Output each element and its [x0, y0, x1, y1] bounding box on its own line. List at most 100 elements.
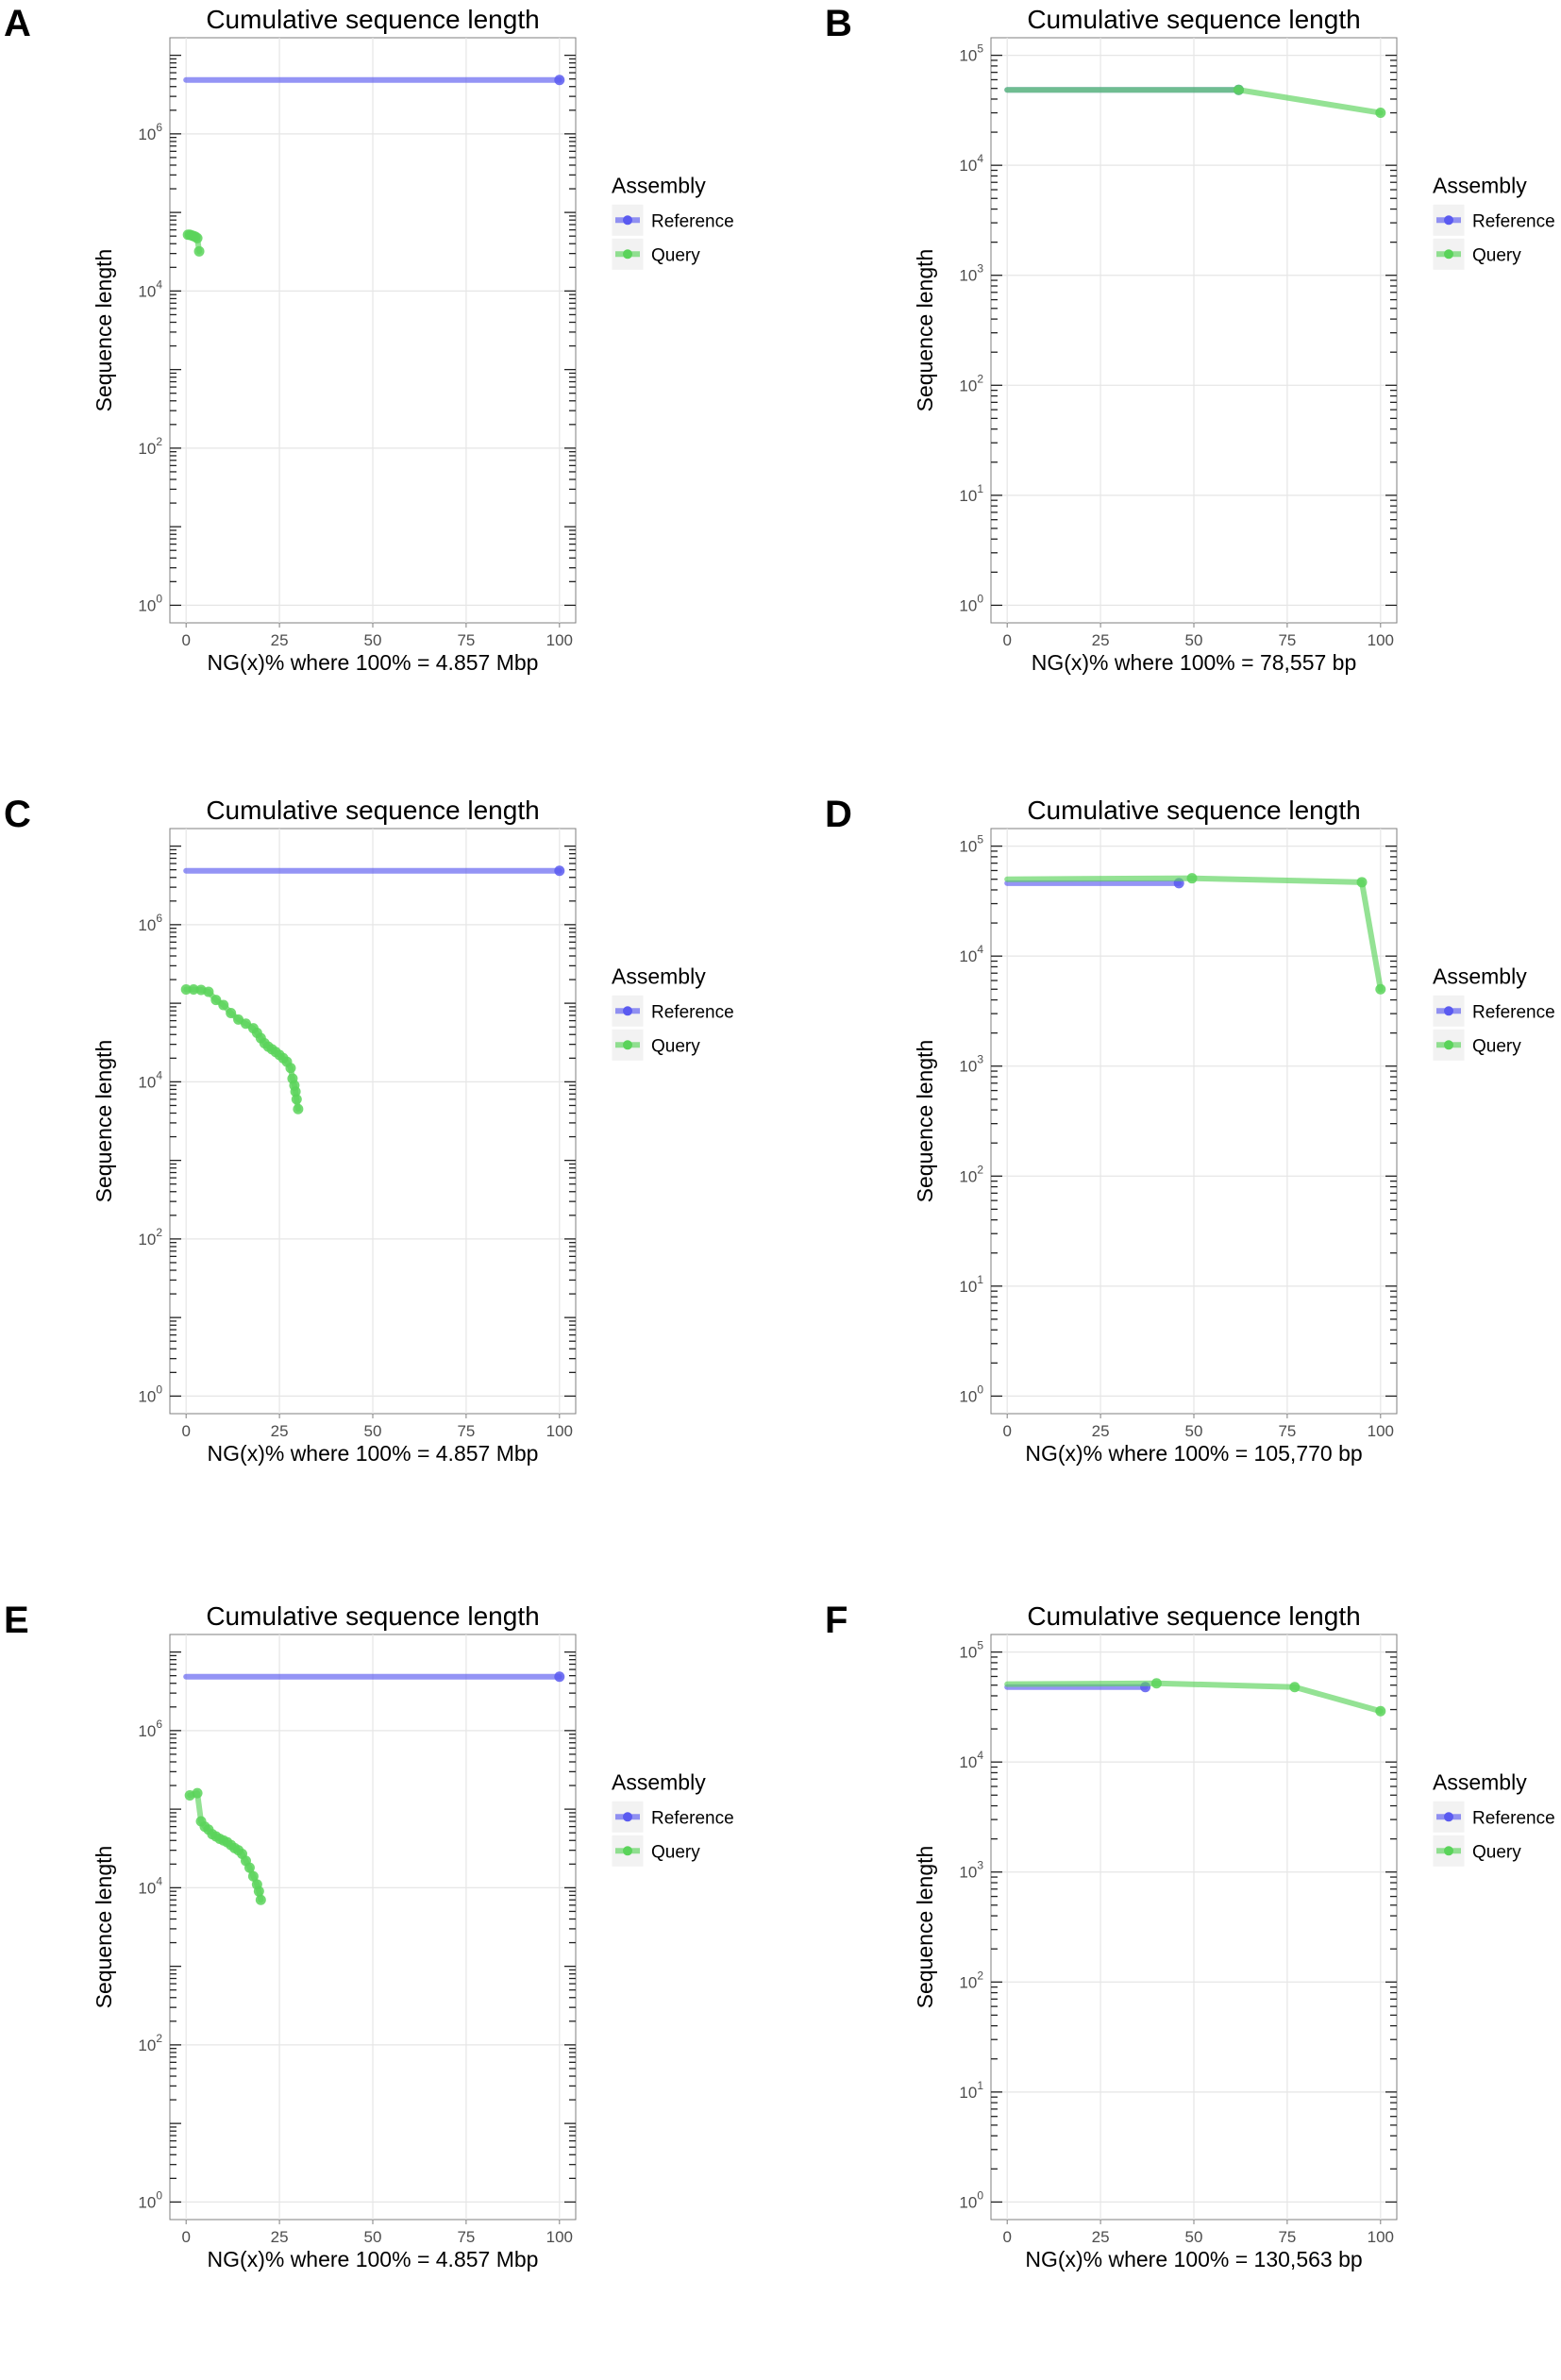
y-tick-exponent: 5 [977, 1639, 983, 1652]
data-point-query [293, 1103, 304, 1115]
y-tick-label: 100 [959, 2188, 983, 2211]
y-tick-exponent: 4 [156, 1874, 162, 1887]
legend-label-reference: Reference [651, 1002, 734, 1022]
y-tick-base: 10 [959, 377, 977, 394]
y-tick-exponent: 6 [156, 121, 162, 134]
y-tick-exponent: 2 [156, 1226, 162, 1239]
y-tick-label: 100 [959, 592, 983, 614]
y-tick-base: 10 [959, 1387, 977, 1405]
y-tick-exponent: 0 [977, 592, 983, 605]
x-tick-label: 100 [1368, 631, 1394, 649]
y-tick-label: 102 [138, 435, 162, 458]
y-tick-exponent: 6 [156, 912, 162, 925]
legend-title: Assembly [1433, 173, 1527, 197]
x-tick-label: 25 [1092, 1422, 1110, 1440]
y-tick-base: 10 [959, 267, 977, 285]
y-tick-base: 10 [138, 1231, 156, 1249]
y-tick-label: 104 [138, 1068, 162, 1091]
x-tick-label: 50 [364, 631, 382, 649]
panel-label: C [4, 794, 31, 835]
data-point-query [218, 999, 229, 1011]
y-tick-exponent: 0 [156, 2188, 162, 2202]
x-tick-label: 100 [1368, 1422, 1394, 1440]
y-tick-label: 104 [959, 1749, 983, 1771]
x-axis-title: NG(x)% where 100% = 4.857 Mbp [208, 2247, 539, 2271]
panel-label: F [825, 1600, 848, 1641]
data-point-query [291, 1094, 302, 1105]
x-tick-label: 0 [1002, 1422, 1011, 1440]
x-tick-label: 50 [1185, 2228, 1203, 2246]
y-tick-label: 105 [959, 1639, 983, 1662]
x-axis-title: NG(x)% where 100% = 130,563 bp [1025, 2247, 1362, 2271]
x-tick-label: 75 [1278, 1422, 1296, 1440]
y-tick-base: 10 [138, 916, 156, 934]
figure: A Cumulative sequence length 0 25 50 75 100 100… [4, 0, 1561, 2271]
panel-label: D [825, 794, 852, 835]
legend-label-query: Query [1472, 245, 1521, 265]
x-tick-label: 50 [1185, 631, 1203, 649]
data-point-query [1375, 983, 1386, 995]
legend-label-reference: Reference [1472, 1002, 1555, 1022]
data-point-query [192, 1787, 203, 1799]
data-point-query [1186, 873, 1198, 884]
y-tick-base: 10 [138, 282, 156, 300]
data-point-query [1233, 84, 1244, 95]
x-tick-label: 50 [364, 2228, 382, 2246]
y-tick-base: 10 [959, 1058, 977, 1076]
y-axis-title: Sequence length [913, 1040, 937, 1203]
x-tick-label: 100 [546, 2228, 573, 2246]
x-tick-label: 75 [457, 631, 475, 649]
y-tick-base: 10 [138, 1879, 156, 1897]
x-tick-label: 0 [1002, 2228, 1011, 2246]
legend-label-query: Query [651, 245, 700, 265]
y-tick-exponent: 5 [977, 833, 983, 846]
y-tick-exponent: 4 [156, 277, 162, 291]
y-tick-exponent: 5 [977, 42, 983, 56]
y-tick-exponent: 2 [977, 1969, 983, 1982]
data-point-query [226, 1008, 237, 1019]
y-tick-base: 10 [959, 1864, 977, 1882]
legend-label-reference: Reference [651, 1808, 734, 1828]
y-tick-base: 10 [959, 838, 977, 856]
chart-title: Cumulative sequence length [206, 5, 539, 34]
y-tick-label: 104 [959, 152, 983, 175]
y-tick-exponent: 0 [977, 2188, 983, 2202]
legend-title: Assembly [1433, 964, 1527, 988]
y-tick-base: 10 [959, 2084, 977, 2102]
y-tick-base: 10 [959, 47, 977, 65]
y-tick-label: 106 [138, 121, 162, 143]
y-tick-label: 102 [138, 1226, 162, 1249]
y-tick-exponent: 2 [156, 435, 162, 448]
legend-label-reference: Reference [1472, 1808, 1555, 1828]
y-tick-exponent: 1 [977, 1273, 983, 1286]
y-tick-exponent: 3 [977, 1859, 983, 1872]
x-tick-label: 25 [271, 631, 289, 649]
x-axis-title: NG(x)% where 100% = 4.857 Mbp [208, 1441, 539, 1466]
panel-label: A [4, 3, 31, 44]
legend-title: Assembly [612, 173, 706, 197]
legend-key-point [623, 249, 632, 260]
x-tick-label: 25 [1092, 631, 1110, 649]
chart-panel-b: B Cumulative sequence length 0 25 50 75 100 100… [821, 0, 1561, 783]
data-point-reference [554, 865, 565, 877]
y-tick-base: 10 [959, 157, 977, 175]
data-point-query [1356, 877, 1368, 888]
x-tick-label: 75 [1278, 631, 1296, 649]
x-tick-label: 0 [181, 631, 190, 649]
chart-title: Cumulative sequence length [1027, 5, 1360, 34]
y-tick-label: 101 [959, 482, 983, 505]
panel-label: B [825, 3, 852, 44]
y-tick-label: 103 [959, 1053, 983, 1076]
data-point-query [210, 995, 222, 1006]
x-axis-title: NG(x)% where 100% = 105,770 bp [1025, 1441, 1362, 1466]
data-point-query [285, 1063, 296, 1074]
data-point-query [240, 1018, 251, 1030]
legend-title: Assembly [1433, 1769, 1527, 1794]
y-tick-label: 104 [959, 943, 983, 965]
y-tick-exponent: 4 [977, 152, 983, 165]
y-tick-exponent: 4 [977, 943, 983, 956]
